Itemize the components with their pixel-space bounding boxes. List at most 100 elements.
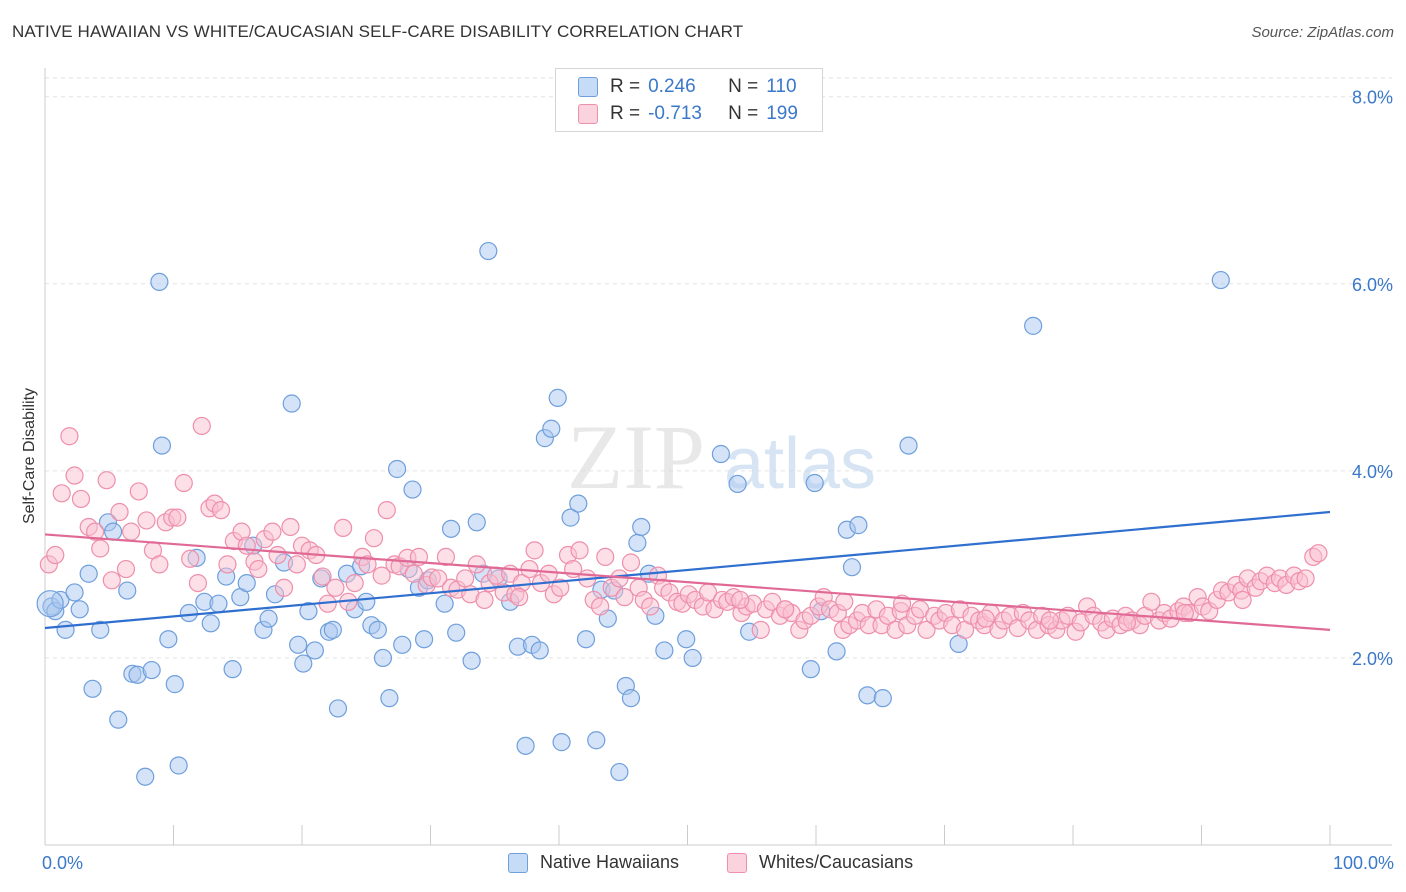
point-white-caucasian <box>621 553 641 572</box>
chart-title: NATIVE HAWAIIAN VS WHITE/CAUCASIAN SELF-… <box>12 22 744 41</box>
legend-n-value: 199 <box>766 103 798 124</box>
point-native-hawaiian <box>387 459 407 479</box>
bottom-legend-whites-caucasians: Whites/Caucasians <box>727 852 913 873</box>
point-native-hawaiian <box>587 731 606 750</box>
point-white-caucasian <box>570 541 589 560</box>
point-white-caucasian <box>281 517 300 537</box>
point-white-caucasian <box>287 555 306 574</box>
watermark-zip: ZIP <box>567 406 705 508</box>
point-white-caucasian <box>268 545 287 565</box>
point-white-caucasian <box>596 547 615 567</box>
point-native-hawaiian <box>169 756 188 775</box>
point-white-caucasian <box>525 541 544 560</box>
point-native-hawaiian <box>610 762 629 782</box>
point-native-hawaiian <box>516 736 535 755</box>
point-native-hawaiian <box>152 436 172 455</box>
point-white-caucasian <box>52 484 71 503</box>
point-white-caucasian <box>192 416 211 436</box>
point-white-caucasian <box>249 559 268 579</box>
trend-lines <box>44 510 1331 631</box>
point-white-caucasian <box>137 511 156 530</box>
bottom-legend-swatch-blue <box>508 852 528 873</box>
point-white-caucasian <box>377 501 396 520</box>
point-native-hawaiian <box>305 641 324 660</box>
legend-swatch-blue <box>578 77 598 97</box>
y-tick-label: 6.0% <box>1352 275 1393 295</box>
stats-legend: R = 0.246 N = 110 R = -0.713 N = 199 <box>555 68 823 132</box>
point-white-caucasian <box>372 566 391 585</box>
point-white-caucasian <box>751 620 770 639</box>
point-native-hawaiian <box>118 581 137 600</box>
x-tick-label-min: 0.0% <box>42 853 83 873</box>
tick-labels: 2.0% 4.0% 6.0% 8.0% 0.0% 100.0% <box>42 88 1394 873</box>
point-native-hawaiian <box>223 660 242 679</box>
point-white-caucasian <box>475 590 494 610</box>
point-white-caucasian <box>237 536 256 555</box>
point-native-hawaiian <box>849 516 868 535</box>
point-native-hawaiian <box>805 473 824 493</box>
point-native-hawaiian <box>294 654 313 673</box>
point-white-caucasian <box>1175 603 1194 623</box>
y-tick-label: 2.0% <box>1352 649 1393 669</box>
point-white-caucasian <box>86 522 105 541</box>
point-native-hawaiian <box>165 675 184 694</box>
bottom-legend-native-hawaiians: Native Hawaiians <box>508 852 679 873</box>
point-white-caucasian <box>364 529 384 548</box>
y-tick-label: 4.0% <box>1352 462 1393 482</box>
bottom-legend-swatch-pink <box>727 852 747 873</box>
legend-n-label: N = <box>728 76 759 97</box>
point-white-caucasian <box>429 569 448 588</box>
source-credit: Source: ZipAtlas.com <box>1251 24 1394 41</box>
point-native-hawaiian <box>462 651 481 670</box>
series-native-hawaiians <box>36 241 1230 786</box>
point-native-hawaiian <box>36 590 64 618</box>
point-native-hawaiian <box>179 603 199 623</box>
point-native-hawaiian <box>530 641 549 660</box>
point-native-hawaiian <box>677 630 696 649</box>
point-native-hawaiian <box>441 519 461 538</box>
point-native-hawaiian <box>447 623 466 642</box>
point-native-hawaiian <box>801 660 820 679</box>
point-native-hawaiian <box>569 494 588 513</box>
point-native-hawaiian <box>289 635 308 654</box>
legend-r-value: -0.713 <box>648 103 702 124</box>
point-native-hawaiian <box>104 522 123 541</box>
point-native-hawaiian <box>899 436 918 455</box>
point-white-caucasian <box>1142 592 1161 611</box>
point-native-hawaiian <box>683 648 702 668</box>
point-native-hawaiian <box>621 689 641 708</box>
point-native-hawaiian <box>357 592 376 611</box>
point-white-caucasian <box>731 590 750 610</box>
point-white-caucasian <box>150 555 169 574</box>
point-native-hawaiian <box>237 573 256 593</box>
point-native-hawaiian <box>299 602 318 621</box>
trend-line-native-hawaiians <box>44 510 1331 630</box>
point-white-caucasian <box>1296 569 1315 588</box>
point-white-caucasian <box>641 597 660 616</box>
point-white-caucasian <box>121 522 141 541</box>
point-native-hawaiian <box>552 733 571 752</box>
point-white-caucasian <box>1117 613 1137 632</box>
point-white-caucasian <box>71 489 91 509</box>
point-white-caucasian <box>334 518 353 538</box>
legend-r-label: R = <box>610 103 641 124</box>
point-native-hawaiian <box>109 710 128 729</box>
point-native-hawaiian <box>201 614 220 633</box>
point-white-caucasian <box>188 573 208 593</box>
point-native-hawaiian <box>628 533 647 552</box>
legend-n-label: N = <box>728 103 759 124</box>
point-white-caucasian <box>102 571 121 590</box>
point-native-hawaiian <box>51 590 70 610</box>
point-white-caucasian <box>313 567 332 586</box>
point-native-hawaiian <box>393 635 412 654</box>
point-white-caucasian <box>129 482 148 501</box>
legend-r-label: R = <box>610 76 641 97</box>
point-white-caucasian <box>65 466 84 485</box>
watermark: ZIP atlas <box>567 406 876 508</box>
point-white-caucasian <box>110 502 129 522</box>
point-white-caucasian <box>274 578 294 597</box>
point-white-caucasian <box>60 427 79 446</box>
point-white-caucasian <box>97 471 116 490</box>
point-white-caucasian <box>218 555 237 574</box>
